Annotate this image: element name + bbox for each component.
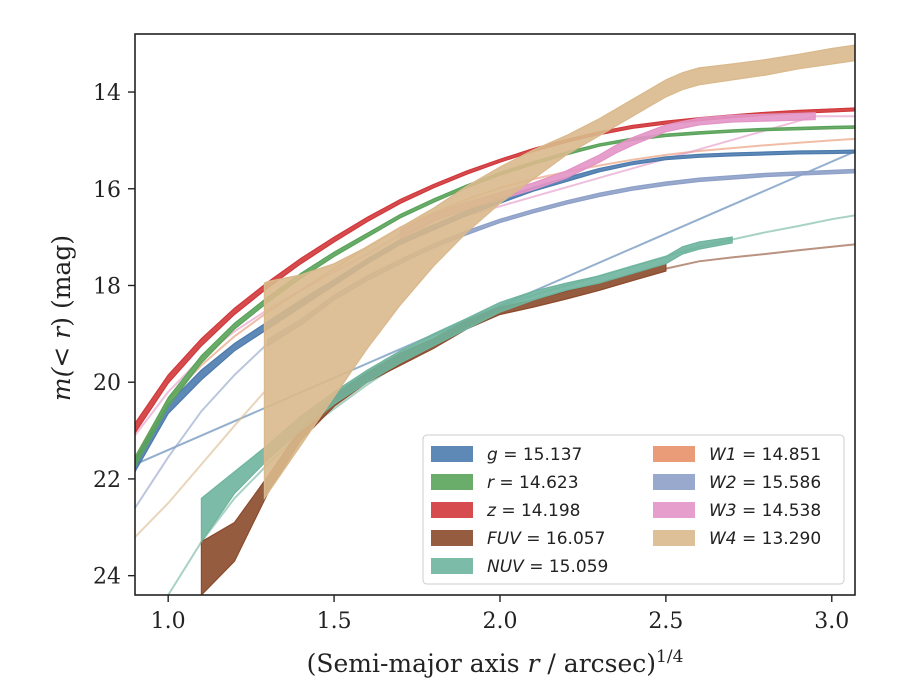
legend-swatch-w3 bbox=[653, 502, 695, 518]
legend-swatch-nuv bbox=[431, 558, 473, 574]
legend-box bbox=[422, 434, 845, 585]
series-nuv-band bbox=[200, 236, 733, 544]
legend-label-w2: W2 = 15.586 bbox=[709, 473, 821, 493]
series-z-band bbox=[135, 107, 855, 435]
series-w4-line bbox=[135, 391, 266, 538]
y-tick-label: 24 bbox=[93, 565, 121, 590]
legend-label-r: r = 14.623 bbox=[487, 473, 579, 493]
plot-frame bbox=[134, 33, 856, 596]
y-tick-label: 22 bbox=[93, 468, 121, 493]
x-axis-title-main: (Semi-major axis bbox=[307, 649, 528, 678]
legend-swatch-w1 bbox=[653, 446, 695, 462]
y-tick-label: 16 bbox=[93, 178, 121, 203]
series-w4-band bbox=[263, 44, 855, 501]
y-tick-label: 20 bbox=[93, 371, 121, 396]
legend-label-nuv: NUV = 15.059 bbox=[487, 557, 608, 577]
x-axis-title: (Semi-major axis r / arcsec)1/4 bbox=[307, 647, 684, 678]
series-fuv-line bbox=[665, 243, 855, 270]
plot-area bbox=[135, 44, 855, 595]
series-w3-band bbox=[399, 112, 816, 240]
series-w2-line bbox=[135, 342, 269, 509]
legend-swatch-fuv bbox=[431, 530, 473, 546]
legend-swatch-g bbox=[431, 446, 473, 462]
x-tick-label: 1.5 bbox=[317, 609, 352, 634]
y-axis: 14 16 18 20 22 24 bbox=[93, 81, 135, 590]
y-tick-label: 18 bbox=[93, 274, 121, 299]
x-axis: 1.0 1.5 2.0 2.5 3.0 bbox=[151, 595, 849, 634]
x-tick-label: 3.0 bbox=[814, 609, 849, 634]
x-axis-title-var: r bbox=[528, 649, 542, 678]
legend-label-z: z = 14.198 bbox=[486, 501, 580, 521]
series-r-band bbox=[135, 125, 855, 468]
legend-swatch-r bbox=[431, 474, 473, 490]
legend-label-g: g = 15.137 bbox=[487, 445, 582, 465]
legend-label-w1: W1 = 14.851 bbox=[709, 445, 821, 465]
legend: g = 15.137 r = 14.623 z = 14.198 FUV = 16.0… bbox=[422, 434, 845, 585]
x-axis-title-sup: 1/4 bbox=[656, 647, 683, 667]
x-axis-title-end: / arcsec) bbox=[539, 649, 656, 678]
x-tick-label: 1.0 bbox=[151, 609, 186, 634]
y-axis-title: m(< r) (mag) bbox=[47, 235, 76, 401]
legend-label-fuv: FUV = 16.057 bbox=[487, 529, 605, 549]
x-tick-label: 2.0 bbox=[482, 609, 517, 634]
legend-label-w4: W4 = 13.290 bbox=[709, 529, 821, 549]
y-axis-title-end: ) (mag) bbox=[47, 235, 76, 327]
legend-label-w3: W3 = 14.538 bbox=[709, 501, 821, 521]
y-axis-title-main: m( bbox=[47, 366, 76, 401]
legend-swatch-z bbox=[431, 502, 473, 518]
y-axis-title-var: < r bbox=[47, 325, 76, 368]
legend-swatch-w2 bbox=[653, 474, 695, 490]
y-tick-label: 14 bbox=[93, 81, 121, 106]
legend-swatch-w4 bbox=[653, 530, 695, 546]
x-tick-label: 2.5 bbox=[648, 609, 683, 634]
